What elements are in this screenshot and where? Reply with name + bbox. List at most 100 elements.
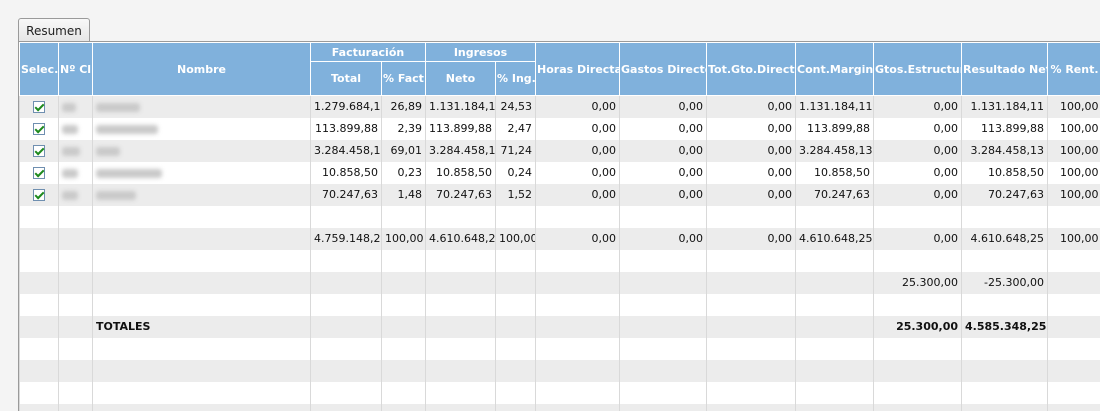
cell-pct-ing: 2,47: [495, 117, 536, 140]
table-row[interactable]: 70.247,63 1,48 70.247,63 1,52 0,00 0,00 …: [19, 183, 1100, 206]
redacted-client-name: [96, 102, 140, 112]
table-row[interactable]: 113.899,88 2,39 113.899,88 2,47 0,00 0,0…: [19, 117, 1100, 140]
header-gastos-directos[interactable]: Gastos Directos: [619, 42, 707, 96]
redacted-client-name: [96, 168, 162, 178]
header-group-facturacion: Facturación: [310, 42, 426, 62]
cell-gastos-directos: 0,00: [619, 161, 707, 184]
cell-gastos-directos: 0,00: [619, 117, 707, 140]
redacted-client-number: [62, 124, 78, 134]
cell-pct-ing: 24,53: [495, 95, 536, 118]
select-checkbox[interactable]: [33, 123, 45, 135]
totales-row[interactable]: TOTALES 25.300,00 4.585.348,25: [19, 315, 1100, 338]
cell-gtos-estructura: 0,00: [873, 117, 962, 140]
cell-total: 1.279.684,11: [310, 95, 382, 118]
redacted-client-number: [62, 190, 78, 200]
cell-cont-marginal: 113.899,88: [795, 117, 874, 140]
cell-gtos-estructura: 0,00: [873, 139, 962, 162]
empty-row: [19, 381, 1100, 404]
redacted-client-number: [62, 168, 78, 178]
cell-total: 10.858,50: [310, 161, 382, 184]
subtotal-pct-rent: 100,00: [1047, 227, 1100, 250]
cell-resultado-neto: 113.899,88: [961, 117, 1048, 140]
select-checkbox[interactable]: [33, 101, 45, 114]
header-total[interactable]: Total: [310, 61, 382, 96]
subtotal-gastos-directos: 0,00: [619, 227, 707, 250]
subtotal-tot-gto-directo: 0,00: [706, 227, 796, 250]
cell-tot-gto-directo: 0,00: [706, 139, 796, 162]
header-cont-marginal[interactable]: Cont.Marginal: [795, 42, 874, 96]
summary-table: Selec. Nº Cli Nombre Facturación Ingreso…: [19, 42, 1100, 411]
cell-horas-directas: 0,00: [535, 95, 620, 118]
subtotal-pct-ing: 100,00: [495, 227, 536, 250]
cell-resultado-neto: 1.131.184,11: [961, 95, 1048, 118]
subtotal-gtos-estructura: 0,00: [873, 227, 962, 250]
cell-resultado-neto: 70.247,63: [961, 183, 1048, 206]
cell-resultado-neto: 10.858,50: [961, 161, 1048, 184]
cell-gastos-directos: 0,00: [619, 95, 707, 118]
redacted-client-number: [62, 102, 76, 112]
cell-tot-gto-directo: 0,00: [706, 95, 796, 118]
cell-horas-directas: 0,00: [535, 139, 620, 162]
cell-cont-marginal: 10.858,50: [795, 161, 874, 184]
cell-gastos-directos: 0,00: [619, 139, 707, 162]
cell-gastos-directos: 0,00: [619, 183, 707, 206]
cell-gtos-estructura: 0,00: [873, 183, 962, 206]
header-tot-gto-directo[interactable]: Tot.Gto.Directo: [706, 42, 796, 96]
cell-neto: 10.858,50: [425, 161, 496, 184]
header-neto[interactable]: Neto: [425, 61, 496, 96]
cell-pct-rent: 100,00: [1047, 95, 1100, 118]
cell-horas-directas: 0,00: [535, 117, 620, 140]
cell-pct-rent: 100,00: [1047, 117, 1100, 140]
header-group-ingresos: Ingresos: [425, 42, 536, 62]
cell-pct-fact: 2,39: [381, 117, 426, 140]
header-pct-rent[interactable]: % Rent.: [1047, 42, 1100, 96]
header-pct-fact[interactable]: % Fact.: [381, 61, 426, 96]
empty-row: [19, 403, 1100, 411]
cell-gtos-estructura: 0,00: [873, 161, 962, 184]
estructura-gtos-estructura: 25.300,00: [873, 271, 962, 294]
estructura-resultado-neto: -25.300,00: [961, 271, 1048, 294]
table-row[interactable]: 3.284.458,13 69,01 3.284.458,13 71,24 0,…: [19, 139, 1100, 162]
subtotal-resultado-neto: 4.610.648,25: [961, 227, 1048, 250]
cell-neto: 1.131.184,11: [425, 95, 496, 118]
estructura-row[interactable]: 25.300,00 -25.300,00: [19, 271, 1100, 294]
header-nombre[interactable]: Nombre: [92, 42, 311, 96]
subtotal-row[interactable]: 4.759.148,25 100,00 4.610.648,25 100,00 …: [19, 227, 1100, 250]
header-gtos-estructura[interactable]: Gtos.Estructura: [873, 42, 962, 96]
cell-pct-ing: 71,24: [495, 139, 536, 162]
select-checkbox[interactable]: [33, 189, 45, 201]
empty-row: [19, 293, 1100, 316]
empty-row: [19, 337, 1100, 360]
cell-gtos-estructura: 0,00: [873, 95, 962, 118]
cell-tot-gto-directo: 0,00: [706, 117, 796, 140]
redacted-client-name: [96, 190, 136, 200]
select-checkbox[interactable]: [33, 167, 45, 179]
cell-pct-fact: 69,01: [381, 139, 426, 162]
cell-pct-fact: 26,89: [381, 95, 426, 118]
header-pct-ing[interactable]: % Ing.: [495, 61, 536, 96]
cell-pct-rent: 100,00: [1047, 161, 1100, 184]
header-resultado-neto[interactable]: Resultado Neto: [961, 42, 1048, 96]
empty-row: [19, 249, 1100, 272]
header-ncli[interactable]: Nº Cli: [58, 42, 93, 96]
totales-gtos-estructura: 25.300,00: [873, 315, 962, 338]
summary-panel: Selec. Nº Cli Nombre Facturación Ingreso…: [18, 41, 1100, 411]
header-horas-directas[interactable]: Horas Directas: [535, 42, 620, 96]
cell-pct-ing: 1,52: [495, 183, 536, 206]
cell-cont-marginal: 70.247,63: [795, 183, 874, 206]
table-row[interactable]: 10.858,50 0,23 10.858,50 0,24 0,00 0,00 …: [19, 161, 1100, 184]
header-selec[interactable]: Selec.: [19, 42, 59, 96]
cell-pct-fact: 1,48: [381, 183, 426, 206]
cell-neto: 113.899,88: [425, 117, 496, 140]
cell-horas-directas: 0,00: [535, 183, 620, 206]
cell-cont-marginal: 1.131.184,11: [795, 95, 874, 118]
table-row[interactable]: 1.279.684,11 26,89 1.131.184,11 24,53 0,…: [19, 95, 1100, 118]
redacted-client-name: [96, 124, 158, 134]
select-checkbox[interactable]: [33, 145, 45, 157]
tab-resumen[interactable]: Resumen: [18, 18, 90, 42]
cell-resultado-neto: 3.284.458,13: [961, 139, 1048, 162]
cell-cont-marginal: 3.284.458,13: [795, 139, 874, 162]
totales-label: TOTALES: [92, 315, 311, 338]
cell-tot-gto-directo: 0,00: [706, 161, 796, 184]
cell-total: 70.247,63: [310, 183, 382, 206]
